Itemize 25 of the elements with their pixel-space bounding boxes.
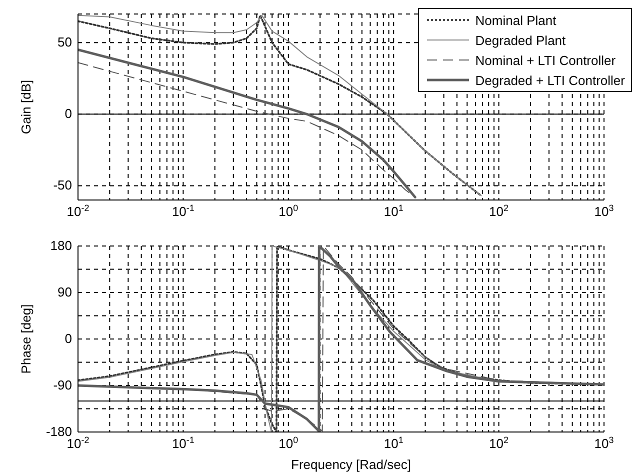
x-tick-label: 10$^{-1}$ xyxy=(172,203,194,219)
x-tick-label: 10$^{2}$ xyxy=(489,203,509,219)
y-tick-label: 90 xyxy=(58,284,72,300)
x-tick-label: 10$^{0}$ xyxy=(278,435,298,451)
y-tick-label: 50 xyxy=(58,34,72,50)
x-tick-label: 10$^{0}$ xyxy=(278,203,298,219)
x-tick-label: 10$^{2}$ xyxy=(489,435,509,451)
legend-label: Nominal Plant xyxy=(475,12,556,28)
x-tick-label: 10$^{3}$ xyxy=(594,435,614,451)
y-tick-label: -90 xyxy=(53,378,72,392)
x-tick-label: 10$^{3}$ xyxy=(594,203,614,219)
x-tick-label: 10$^{1}$ xyxy=(384,203,404,219)
y-tick-label: -50 xyxy=(53,178,72,193)
x-tick-label: 10$^{1}$ xyxy=(384,435,404,451)
y-tick-label: 0 xyxy=(64,331,72,346)
legend-label: Degraded + LTI Controller xyxy=(475,72,625,88)
y-axis-title: Phase [deg] xyxy=(18,304,34,374)
legend-label: Nominal + LTI Controller xyxy=(475,52,616,68)
y-tick-label: 0 xyxy=(64,106,72,122)
x-tick-label: 10$^{-2}$ xyxy=(66,203,90,219)
legend-label: Degraded Plant xyxy=(475,32,566,48)
y-tick-label: 180 xyxy=(50,238,72,253)
x-axis-title: Frequency [Rad/sec] xyxy=(290,456,412,473)
y-axis-title: Gain [dB] xyxy=(18,80,34,134)
x-tick-label: 10$^{-1}$ xyxy=(172,435,194,451)
